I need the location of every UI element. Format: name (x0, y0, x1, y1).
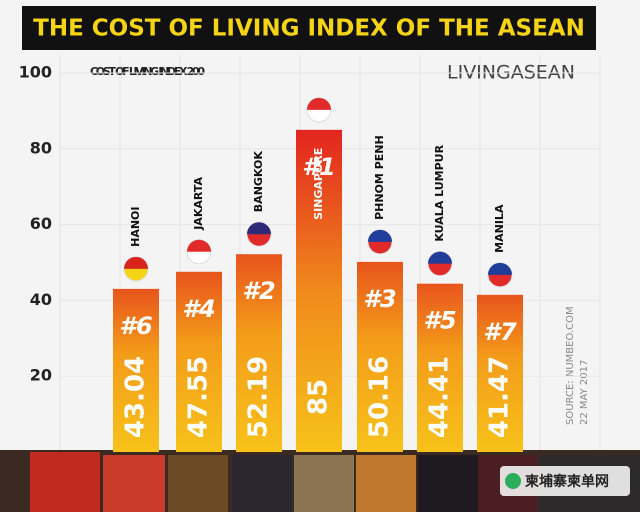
y-tick-label: 60 (30, 214, 52, 233)
flag-part (307, 97, 331, 110)
flag-part (368, 229, 392, 242)
rank-label: #1 (302, 153, 335, 181)
category-label: PHNOM PENH (373, 135, 386, 220)
chart-title: THE COST OF LIVING INDEX OF THE ASEAN (33, 16, 585, 42)
category-label: HANOI (129, 207, 142, 247)
bar (477, 294, 523, 452)
rank-label: #5 (423, 307, 456, 335)
rank-label: #7 (483, 318, 517, 346)
category-label: BANGKOK (252, 151, 265, 213)
rank-label: #3 (363, 285, 396, 313)
category-label: SINGAPORE (312, 148, 325, 220)
category-label: MANILA (493, 204, 506, 253)
bar (113, 288, 159, 452)
y-tick-label: 100 (19, 63, 52, 82)
bar (417, 283, 463, 452)
flag-part (428, 251, 452, 264)
value-label: 41.47 (485, 356, 515, 438)
value-label: 50.16 (365, 356, 395, 438)
flag-part (187, 239, 211, 252)
flag-part (124, 256, 148, 269)
rank-label: #4 (182, 295, 215, 323)
bar (296, 129, 342, 452)
title-bar (22, 6, 596, 50)
value-label: 52.19 (244, 356, 274, 438)
flag-part (247, 222, 271, 235)
y-tick-label: 20 (30, 366, 52, 385)
bar (176, 271, 222, 452)
subtitle: COST OF LIVING INDEX 200 (90, 65, 205, 78)
bar (236, 254, 282, 452)
value-label: 85 (304, 379, 334, 415)
category-label: JAKARTA (192, 177, 205, 231)
watermark-box (500, 466, 630, 496)
watermark: 柬埔寨柬单网 (525, 473, 609, 490)
date: 22 MAY 2017 (579, 360, 590, 425)
value-label: 44.41 (425, 356, 455, 438)
source: SOURCE: NUMBEO.COM (565, 306, 576, 425)
bar (357, 261, 403, 452)
value-label: 43.04 (121, 356, 151, 438)
rank-label: #6 (119, 312, 152, 340)
watermark-icon (505, 473, 521, 489)
flag-part (488, 262, 512, 275)
y-tick-label: 40 (30, 290, 52, 309)
category-label: KUALA LUMPUR (433, 144, 446, 241)
value-label: 47.55 (184, 356, 214, 438)
y-tick-label: 80 (30, 138, 52, 157)
rank-label: #2 (242, 277, 275, 305)
